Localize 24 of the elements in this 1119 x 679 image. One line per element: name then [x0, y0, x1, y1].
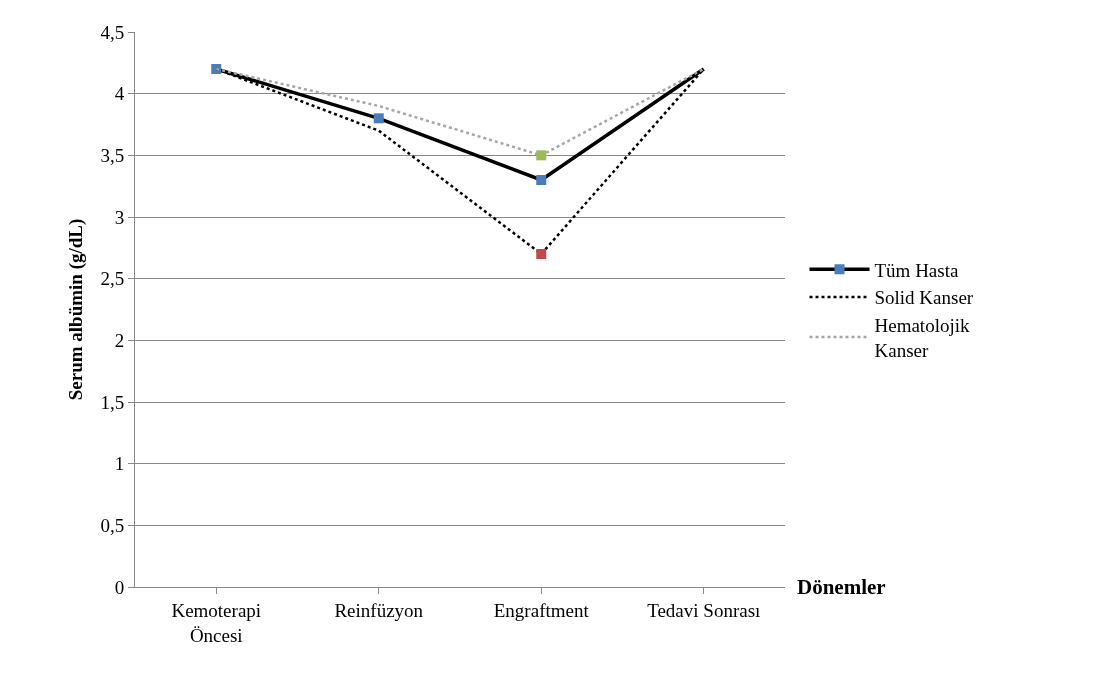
y-axis-title: Serum albümin (g/dL) [65, 218, 88, 401]
legend-label: Tüm Hasta [874, 259, 959, 281]
x-tick-label: Kemoterapi Öncesi [171, 599, 262, 646]
x-tick-label: Tedavi Sonrası [647, 599, 761, 621]
y-tick-label: 4,5 [100, 21, 125, 43]
y-tick-label: 0 [114, 576, 125, 598]
legend-label: Hematolojik Kanser [874, 315, 970, 361]
y-tick-label: 1 [114, 453, 125, 475]
y-tick-label: 2 [114, 329, 125, 351]
point [536, 150, 547, 161]
point [373, 113, 384, 124]
legend-label: Solid Kanser [874, 287, 974, 309]
y-tick-label: 2,5 [100, 268, 125, 290]
x-tick-label: Engraftment [493, 599, 590, 621]
y-tick-label: 3,5 [100, 144, 125, 166]
x-tick-label: Reinfüzyon [334, 599, 424, 621]
y-tick-label: 1,5 [100, 391, 125, 413]
point [211, 64, 222, 74]
x-axis-title: Dönemler [797, 575, 886, 599]
y-tick-label: 3 [114, 206, 125, 228]
point [536, 249, 547, 259]
y-tick-label: 0,5 [100, 514, 125, 536]
y-tick-label: 4 [114, 83, 125, 105]
point [536, 175, 547, 185]
